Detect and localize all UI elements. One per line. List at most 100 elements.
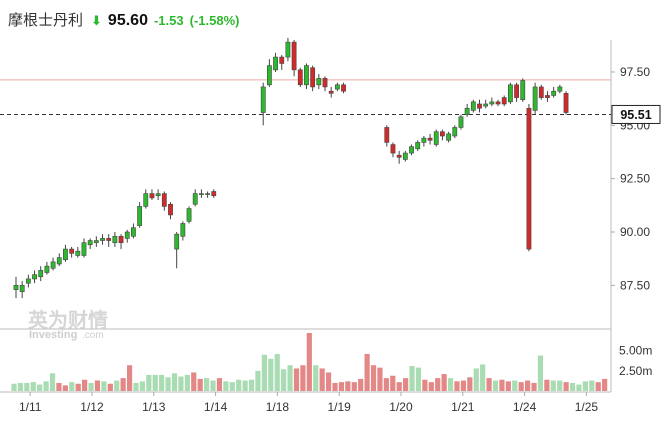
volume-bar [525,380,531,391]
volume-bar [415,367,422,391]
candle-body [341,84,346,92]
candle-body [93,240,99,243]
candle-body [452,127,458,137]
candle-body [310,67,316,88]
candle [161,191,167,211]
volume-bar [69,382,75,391]
time-tick-label: 1/24 [513,400,537,414]
candle-body [13,285,19,290]
candle [143,189,149,209]
watermark-suffix: .com [82,330,104,341]
candle-body [75,250,81,256]
candle [464,104,470,117]
candle [390,142,396,158]
candle-body [149,193,155,199]
candle-body [260,86,266,113]
time-tick-label: 1/18 [266,400,290,414]
volume-bar [178,376,184,391]
quote-header: 摩根士丹利 ⬇ 95.60 -1.53 (-1.58%) [8,9,239,33]
time-tick-label: 1/13 [142,400,166,414]
volume-bar [345,381,351,391]
candle [402,150,408,162]
volume-bar [358,378,364,391]
candle-body [415,142,421,150]
candle-body [38,270,44,278]
candle [25,274,31,288]
volume-bar [300,365,306,391]
candle-body [56,257,62,265]
candle-body [180,223,186,237]
candle-body [489,101,495,105]
candle [87,238,93,250]
volume-bar [197,378,203,391]
volume-bar [544,379,550,391]
candle-body [106,238,112,241]
candle [477,99,482,113]
volume-bar [274,353,280,391]
time-tick-label: 1/25 [575,400,599,414]
volume-bar [261,354,267,391]
price-tick-label: 97.50 [620,65,650,79]
candle [514,82,519,102]
candle [427,133,433,145]
volume-bar [37,384,43,391]
volume-bar [563,382,569,391]
candle-body [557,86,563,92]
candle-body [69,248,75,254]
candle [81,238,87,258]
candle [328,86,334,98]
watermark-logo: 英为财情 Investing .com [28,308,108,341]
candle-body [470,101,476,111]
volume-bar [126,365,133,391]
candle-body [334,84,340,90]
price-tick-label: 90.00 [620,225,650,239]
volume-bar [255,370,261,391]
candle [63,244,68,262]
volume-bar [550,380,556,391]
volume-bar [120,378,126,391]
candle [532,82,538,115]
candle-body [421,137,427,143]
price-change: -1.53 [153,13,184,28]
candle [501,95,507,107]
candle-body [390,144,396,154]
last-price-badge: 95.51 [611,104,661,124]
volume-bar [325,372,332,391]
last-price-badge-label: 95.51 [620,108,651,122]
candle [297,67,303,87]
volume-bar [171,373,178,391]
volume-bar [313,365,319,391]
volume-bar [94,380,101,391]
watermark-cn: 英为财情 [28,308,108,332]
candle [557,84,563,94]
candle [551,86,557,98]
volume-bar [268,358,274,391]
candle-body [44,265,50,273]
candle-body [458,116,464,128]
candle-body [186,208,192,222]
candle-body [273,56,278,71]
volume-bar [537,355,544,391]
candle [199,189,204,198]
candle [285,37,291,62]
volume-bar [338,382,345,391]
candle-body [100,238,105,241]
time-tick-label: 1/11 [19,400,42,414]
candle [440,129,445,141]
candle-body [205,193,210,195]
volume-bar [30,382,36,391]
candle [192,189,198,207]
time-tick-label: 1/14 [204,400,228,414]
candle-body [87,240,93,246]
candle [149,189,155,200]
candle [483,99,489,109]
candle [526,104,532,252]
candle [291,40,297,77]
candle [137,202,142,228]
volume-bar [281,369,287,391]
candle [446,131,451,143]
candle [155,189,161,200]
volume-bar [512,380,518,391]
